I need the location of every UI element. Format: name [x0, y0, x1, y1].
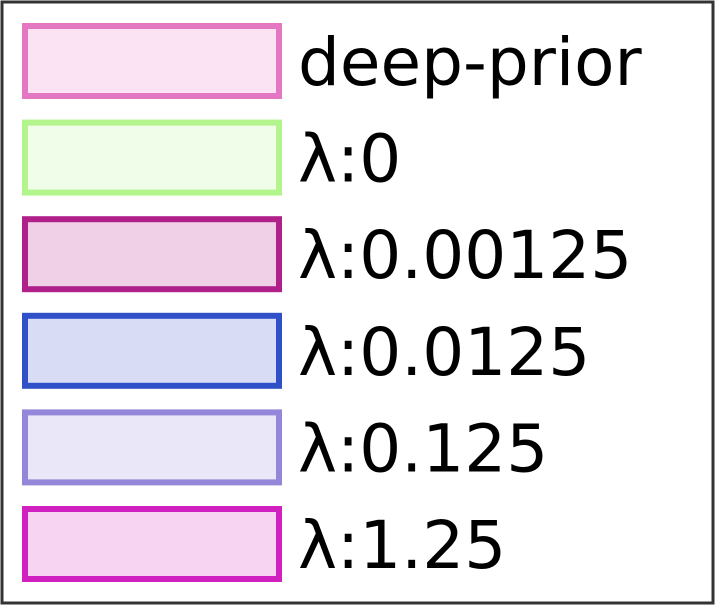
legend-label: λ:0.0125: [298, 314, 590, 391]
legend-label: deep-prior: [298, 24, 643, 101]
legend-label: λ:1.25: [298, 507, 506, 584]
legend-swatch: [22, 312, 282, 389]
legend-swatch: [22, 216, 282, 293]
legend-label: λ:0.00125: [298, 217, 632, 294]
legend-swatch: [22, 409, 282, 486]
legend-label: λ:0: [298, 121, 401, 198]
legend-swatch: [22, 23, 282, 99]
legend-label: λ:0.125: [298, 410, 548, 487]
legend-swatch: [22, 119, 282, 196]
legend-swatch: [22, 506, 282, 582]
